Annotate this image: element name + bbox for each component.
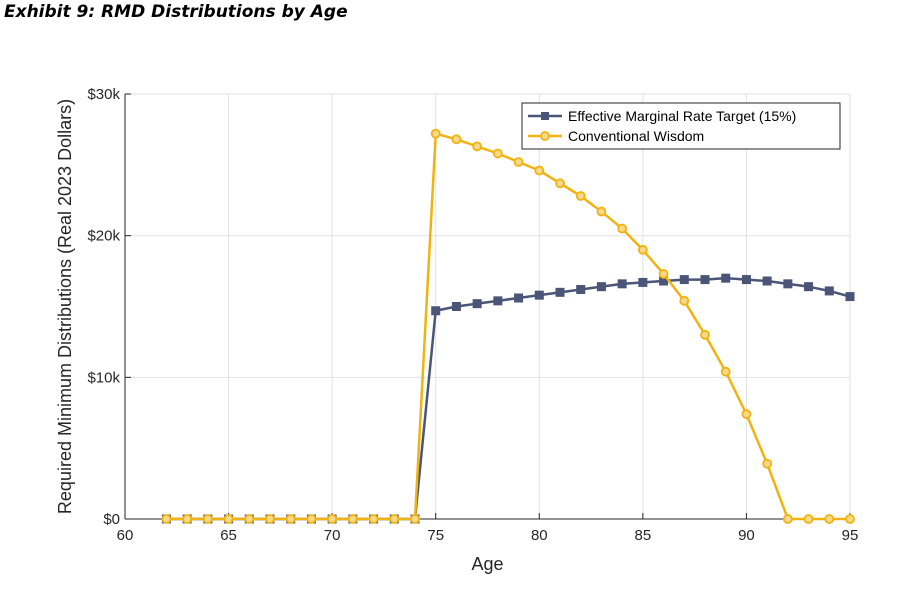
data-point — [658, 269, 669, 279]
data-point — [638, 277, 648, 287]
data-point — [741, 275, 751, 285]
data-point — [679, 295, 690, 306]
data-point — [410, 514, 420, 524]
data-point — [265, 514, 275, 524]
x-tick-label: 95 — [842, 527, 859, 544]
data-point — [679, 275, 689, 285]
data-point — [803, 514, 814, 524]
data-point — [430, 128, 441, 139]
data-point — [720, 366, 731, 377]
data-point — [513, 157, 524, 167]
exhibit-title: Exhibit 9: RMD Distributions by Age — [4, 2, 348, 22]
data-point — [845, 514, 855, 524]
legend-item: Effective Marginal Rate Target (15%) — [528, 108, 796, 124]
legend-swatch-marker — [540, 131, 550, 141]
data-point — [617, 223, 628, 234]
data-point — [824, 514, 835, 524]
data-point — [223, 514, 234, 524]
data-point — [575, 191, 586, 201]
legend-item: Conventional Wisdom — [528, 128, 704, 144]
data-point — [389, 514, 400, 524]
axes: 60 65 70 75 80 85 90 95 $0 $10k $20k $30k — [87, 86, 858, 544]
data-point — [741, 409, 752, 420]
data-point — [493, 296, 503, 306]
data-point — [472, 299, 482, 309]
data-point — [596, 282, 606, 292]
series-line — [166, 132, 850, 521]
y-tick-label: $20k — [87, 228, 120, 245]
x-tick-label: 80 — [531, 527, 548, 544]
x-tick-label: 90 — [738, 527, 755, 544]
y-tick-label: $10k — [87, 369, 120, 386]
plot-area — [125, 94, 850, 519]
data-point — [782, 514, 793, 524]
x-tick-label: 60 — [117, 527, 134, 544]
data-point — [285, 514, 296, 524]
x-tick-label: 70 — [324, 527, 341, 544]
data-point — [824, 286, 834, 296]
data-point — [327, 514, 338, 524]
data-point — [347, 514, 358, 524]
data-point — [804, 282, 814, 292]
data-point — [637, 244, 648, 255]
series-group — [161, 128, 855, 524]
legend-label: Conventional Wisdom — [568, 128, 704, 144]
data-point — [451, 302, 461, 311]
data-point — [617, 279, 627, 289]
data-point — [700, 275, 710, 285]
y-axis-title: Required Minimum Distributions (Real 202… — [55, 99, 75, 514]
data-point — [555, 178, 565, 189]
data-point — [492, 148, 503, 159]
data-point — [368, 514, 379, 524]
legend-box — [521, 102, 841, 150]
data-point — [306, 514, 317, 524]
data-point — [576, 285, 586, 294]
y-tick-label: $30k — [87, 86, 120, 103]
x-axis-title: Age — [471, 554, 503, 574]
data-point — [161, 514, 172, 524]
data-point — [845, 292, 855, 302]
data-point — [472, 141, 483, 152]
data-point — [451, 134, 462, 145]
x-tick-label: 65 — [220, 527, 237, 544]
legend: Effective Marginal Rate Target (15%) Conv… — [521, 102, 841, 150]
data-point — [783, 279, 793, 289]
data-point — [721, 273, 731, 283]
data-point — [534, 290, 544, 300]
legend-label: Effective Marginal Rate Target (15%) — [568, 108, 796, 124]
data-point — [762, 458, 773, 469]
data-point — [555, 287, 565, 297]
data-point — [700, 329, 710, 340]
legend-swatch-marker — [541, 112, 549, 120]
data-point — [431, 306, 441, 316]
y-tick-label: $0 — [103, 511, 120, 528]
data-point — [202, 514, 213, 524]
data-point — [534, 165, 545, 176]
data-point — [762, 276, 772, 286]
x-tick-label: 85 — [635, 527, 652, 544]
series-2 — [161, 128, 855, 524]
data-point — [244, 514, 255, 524]
data-point — [514, 293, 524, 303]
data-point — [182, 514, 193, 524]
data-point — [596, 206, 607, 217]
x-tick-label: 75 — [427, 527, 444, 544]
